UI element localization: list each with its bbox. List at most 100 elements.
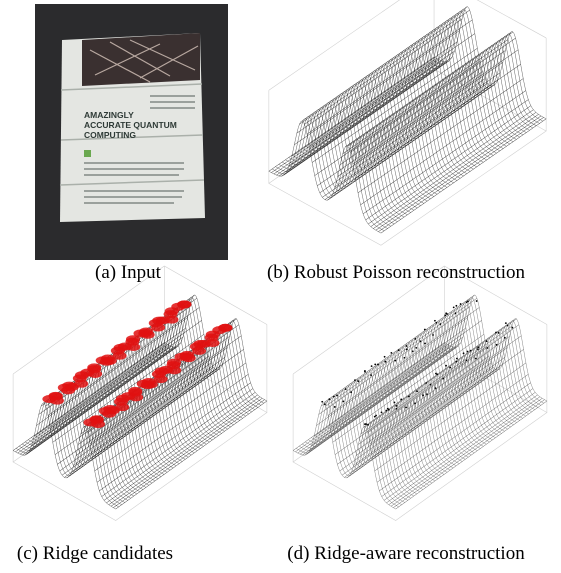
outlier-point xyxy=(504,322,507,325)
outlier-point xyxy=(439,323,442,326)
outlier-point xyxy=(364,370,366,372)
mesh-line xyxy=(308,392,411,499)
outlier-point xyxy=(370,374,372,377)
mesh-line xyxy=(427,11,540,124)
mesh-line xyxy=(85,351,189,458)
outlier-point xyxy=(474,357,477,360)
outlier-point xyxy=(397,349,400,352)
outlier-point xyxy=(405,406,408,409)
outlier-point xyxy=(393,401,396,404)
ridge-candidate xyxy=(128,386,143,395)
mesh-line xyxy=(377,45,491,158)
mesh-line xyxy=(146,307,249,415)
ridge-candidate xyxy=(177,300,192,309)
mesh-line xyxy=(361,56,474,170)
caption: (d) Ridge-aware reconstruction xyxy=(287,543,525,564)
outlier-point xyxy=(416,390,418,393)
mesh-line xyxy=(37,385,140,492)
mesh-line xyxy=(441,297,544,404)
mesh-line xyxy=(410,22,524,135)
mesh-line xyxy=(52,374,156,482)
outlier-point xyxy=(434,387,437,390)
mesh-line xyxy=(326,379,430,486)
mesh-line xyxy=(161,297,264,404)
mesh-line xyxy=(315,88,428,202)
outlier-point xyxy=(503,336,506,339)
mesh-line xyxy=(311,389,414,497)
ridge-candidate xyxy=(115,403,130,412)
mesh-line xyxy=(79,355,183,462)
mesh-line xyxy=(55,372,159,479)
mesh-line xyxy=(158,299,261,406)
mesh-line xyxy=(359,355,463,462)
ridge-candidate xyxy=(102,356,117,365)
outlier-point xyxy=(373,415,376,418)
outlier-point xyxy=(321,400,324,403)
mesh-line xyxy=(374,344,478,451)
mesh-line xyxy=(438,299,541,406)
outlier-point xyxy=(485,340,488,343)
ridge-candidate xyxy=(125,335,140,344)
input-photo: AMAZINGLY ACCURATE QUANTUM COMPUTING xyxy=(35,4,228,260)
outlier-point xyxy=(405,348,408,351)
mesh-line xyxy=(323,381,427,488)
mesh-line xyxy=(121,325,225,432)
outlier-point xyxy=(424,342,426,345)
outlier-point xyxy=(423,328,426,331)
outlier-point xyxy=(467,300,469,303)
outlier-point xyxy=(324,403,326,406)
mesh-line xyxy=(291,104,405,218)
mesh-line xyxy=(351,63,464,177)
mesh-line xyxy=(347,363,451,471)
mesh-line xyxy=(394,33,507,147)
mesh-line xyxy=(383,338,487,445)
mesh-line xyxy=(76,357,180,464)
ridge-candidate xyxy=(112,351,127,360)
outlier-point xyxy=(435,372,437,375)
mesh-line xyxy=(341,368,445,475)
mesh-line xyxy=(404,322,508,430)
ridge-candidate xyxy=(167,358,182,367)
mesh-line xyxy=(338,370,442,477)
mesh-line xyxy=(395,329,499,436)
mesh-line xyxy=(112,331,216,438)
mesh-line xyxy=(321,84,434,197)
mesh-line xyxy=(328,79,441,193)
mesh-line xyxy=(164,294,267,402)
outlier-point xyxy=(357,380,360,383)
mesh-line xyxy=(40,383,144,490)
outlier-point xyxy=(432,334,434,336)
mesh-line xyxy=(331,77,444,190)
mesh-line xyxy=(91,346,195,454)
mesh-line xyxy=(435,301,538,408)
outlier-point xyxy=(511,326,514,329)
outlier-point xyxy=(395,404,398,407)
outlier-point xyxy=(455,360,458,363)
mesh-line xyxy=(295,102,408,215)
outlier-point xyxy=(425,382,428,384)
outlier-point xyxy=(411,350,414,353)
mesh-line xyxy=(416,314,520,421)
mesh-line xyxy=(140,312,243,419)
plot-b xyxy=(268,0,547,246)
outlier-point xyxy=(455,304,458,307)
mesh-line xyxy=(314,387,417,495)
outlier-point xyxy=(415,346,418,349)
outlier-point xyxy=(445,312,448,315)
mesh-line xyxy=(278,113,391,227)
ridge-candidate xyxy=(151,323,166,332)
mesh-line xyxy=(149,305,252,412)
outlier-point xyxy=(466,350,469,353)
paper-text-lines xyxy=(84,95,195,204)
mesh-line xyxy=(430,8,543,122)
mesh-line xyxy=(275,116,388,229)
mesh-line xyxy=(305,394,408,501)
mesh-line xyxy=(433,6,547,120)
mesh-line xyxy=(444,294,547,402)
mesh-line xyxy=(401,325,505,432)
mesh-line xyxy=(371,346,475,454)
mesh-line xyxy=(374,47,487,161)
mesh-line xyxy=(281,111,395,225)
mesh-line xyxy=(414,20,527,133)
